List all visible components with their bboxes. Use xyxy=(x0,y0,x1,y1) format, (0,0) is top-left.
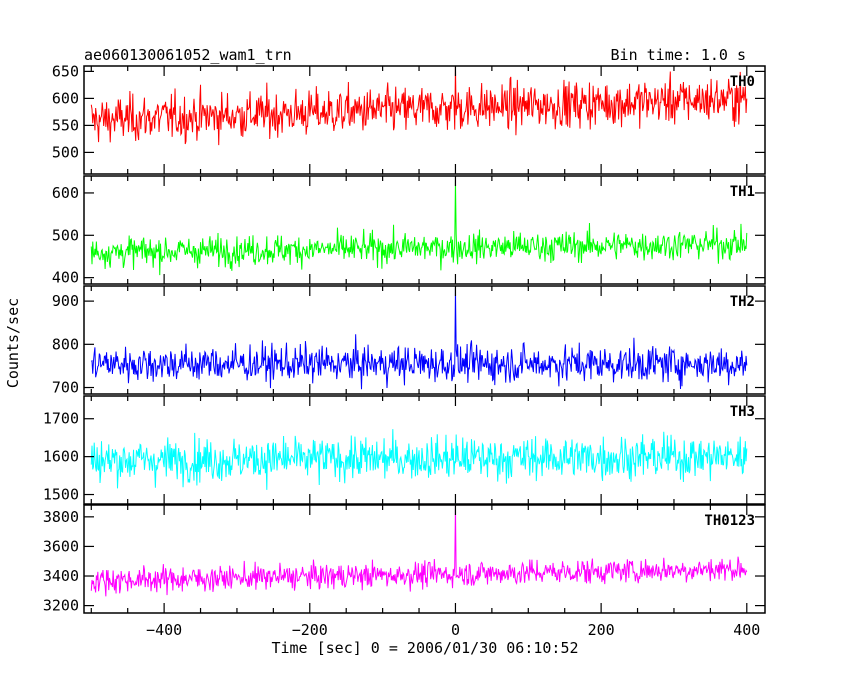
x-tick-label: 200 xyxy=(588,621,615,639)
y-tick-label: 1500 xyxy=(43,486,79,504)
y-tick-label: 600 xyxy=(52,184,79,202)
y-tick-label: 900 xyxy=(52,292,79,310)
bin-time-label: Bin time: 1.0 s xyxy=(611,46,746,64)
panel-th2: 700 800 900 TH2 xyxy=(52,285,766,397)
panel-frame xyxy=(83,285,766,395)
y-tick-label: 700 xyxy=(52,379,79,397)
y-tick-label: 3600 xyxy=(43,537,79,555)
y-tick-label: 1600 xyxy=(43,448,79,466)
y-tick-label: 1700 xyxy=(43,410,79,428)
panel-th3: 1500 1600 1700 TH3 xyxy=(43,395,766,505)
chart-title: ae060130061052_wam1_trn xyxy=(84,46,292,64)
y-tick-label: 500 xyxy=(52,226,79,244)
panel-label: TH2 xyxy=(730,294,755,310)
y-tick-label: 3200 xyxy=(43,597,79,615)
y-tick-label: 650 xyxy=(52,62,79,80)
panel-label: TH0123 xyxy=(704,513,755,529)
y-tick-label: 3400 xyxy=(43,567,79,585)
x-tick-label: −200 xyxy=(292,621,328,639)
panel-label: TH0 xyxy=(730,74,755,90)
x-tick-label: 0 xyxy=(451,621,460,639)
panel-frame xyxy=(83,395,766,505)
y-tick-label: 500 xyxy=(52,143,79,161)
panel-label: TH3 xyxy=(730,404,755,420)
x-axis-label: Time [sec] 0 = 2006/01/30 06:10:52 xyxy=(271,639,578,657)
y-tick-label: 400 xyxy=(52,269,79,287)
panel-frame xyxy=(83,175,766,285)
x-tick-label: 400 xyxy=(733,621,760,639)
panel-frame xyxy=(83,504,766,614)
series-th1 xyxy=(90,180,748,276)
y-axis-label: Counts/sec xyxy=(4,298,22,388)
series-th3 xyxy=(90,429,748,490)
y-tick-label: 550 xyxy=(52,116,79,134)
panel-th0: 500 550 600 650 TH0 xyxy=(52,62,766,175)
panel-th0123: 3200 3400 3600 3800 TH0123 xyxy=(43,504,766,615)
y-tick-label: 600 xyxy=(52,89,79,107)
panel-frame xyxy=(83,65,766,175)
x-tick-label: −400 xyxy=(146,621,182,639)
series-th0123 xyxy=(90,505,748,597)
x-tick-labels: −400 −200 0 200 400 xyxy=(146,621,760,639)
panel-label: TH1 xyxy=(730,184,755,200)
y-tick-label: 3800 xyxy=(43,508,79,526)
y-tick-label: 800 xyxy=(52,335,79,353)
series-th2 xyxy=(90,288,748,390)
series-th0 xyxy=(90,66,748,146)
panel-th1: 400 500 600 TH1 xyxy=(52,175,766,287)
panels-layer: 500 550 600 650 TH0 400 500 600 TH1 700 800 900 TH2 1… xyxy=(43,62,766,639)
